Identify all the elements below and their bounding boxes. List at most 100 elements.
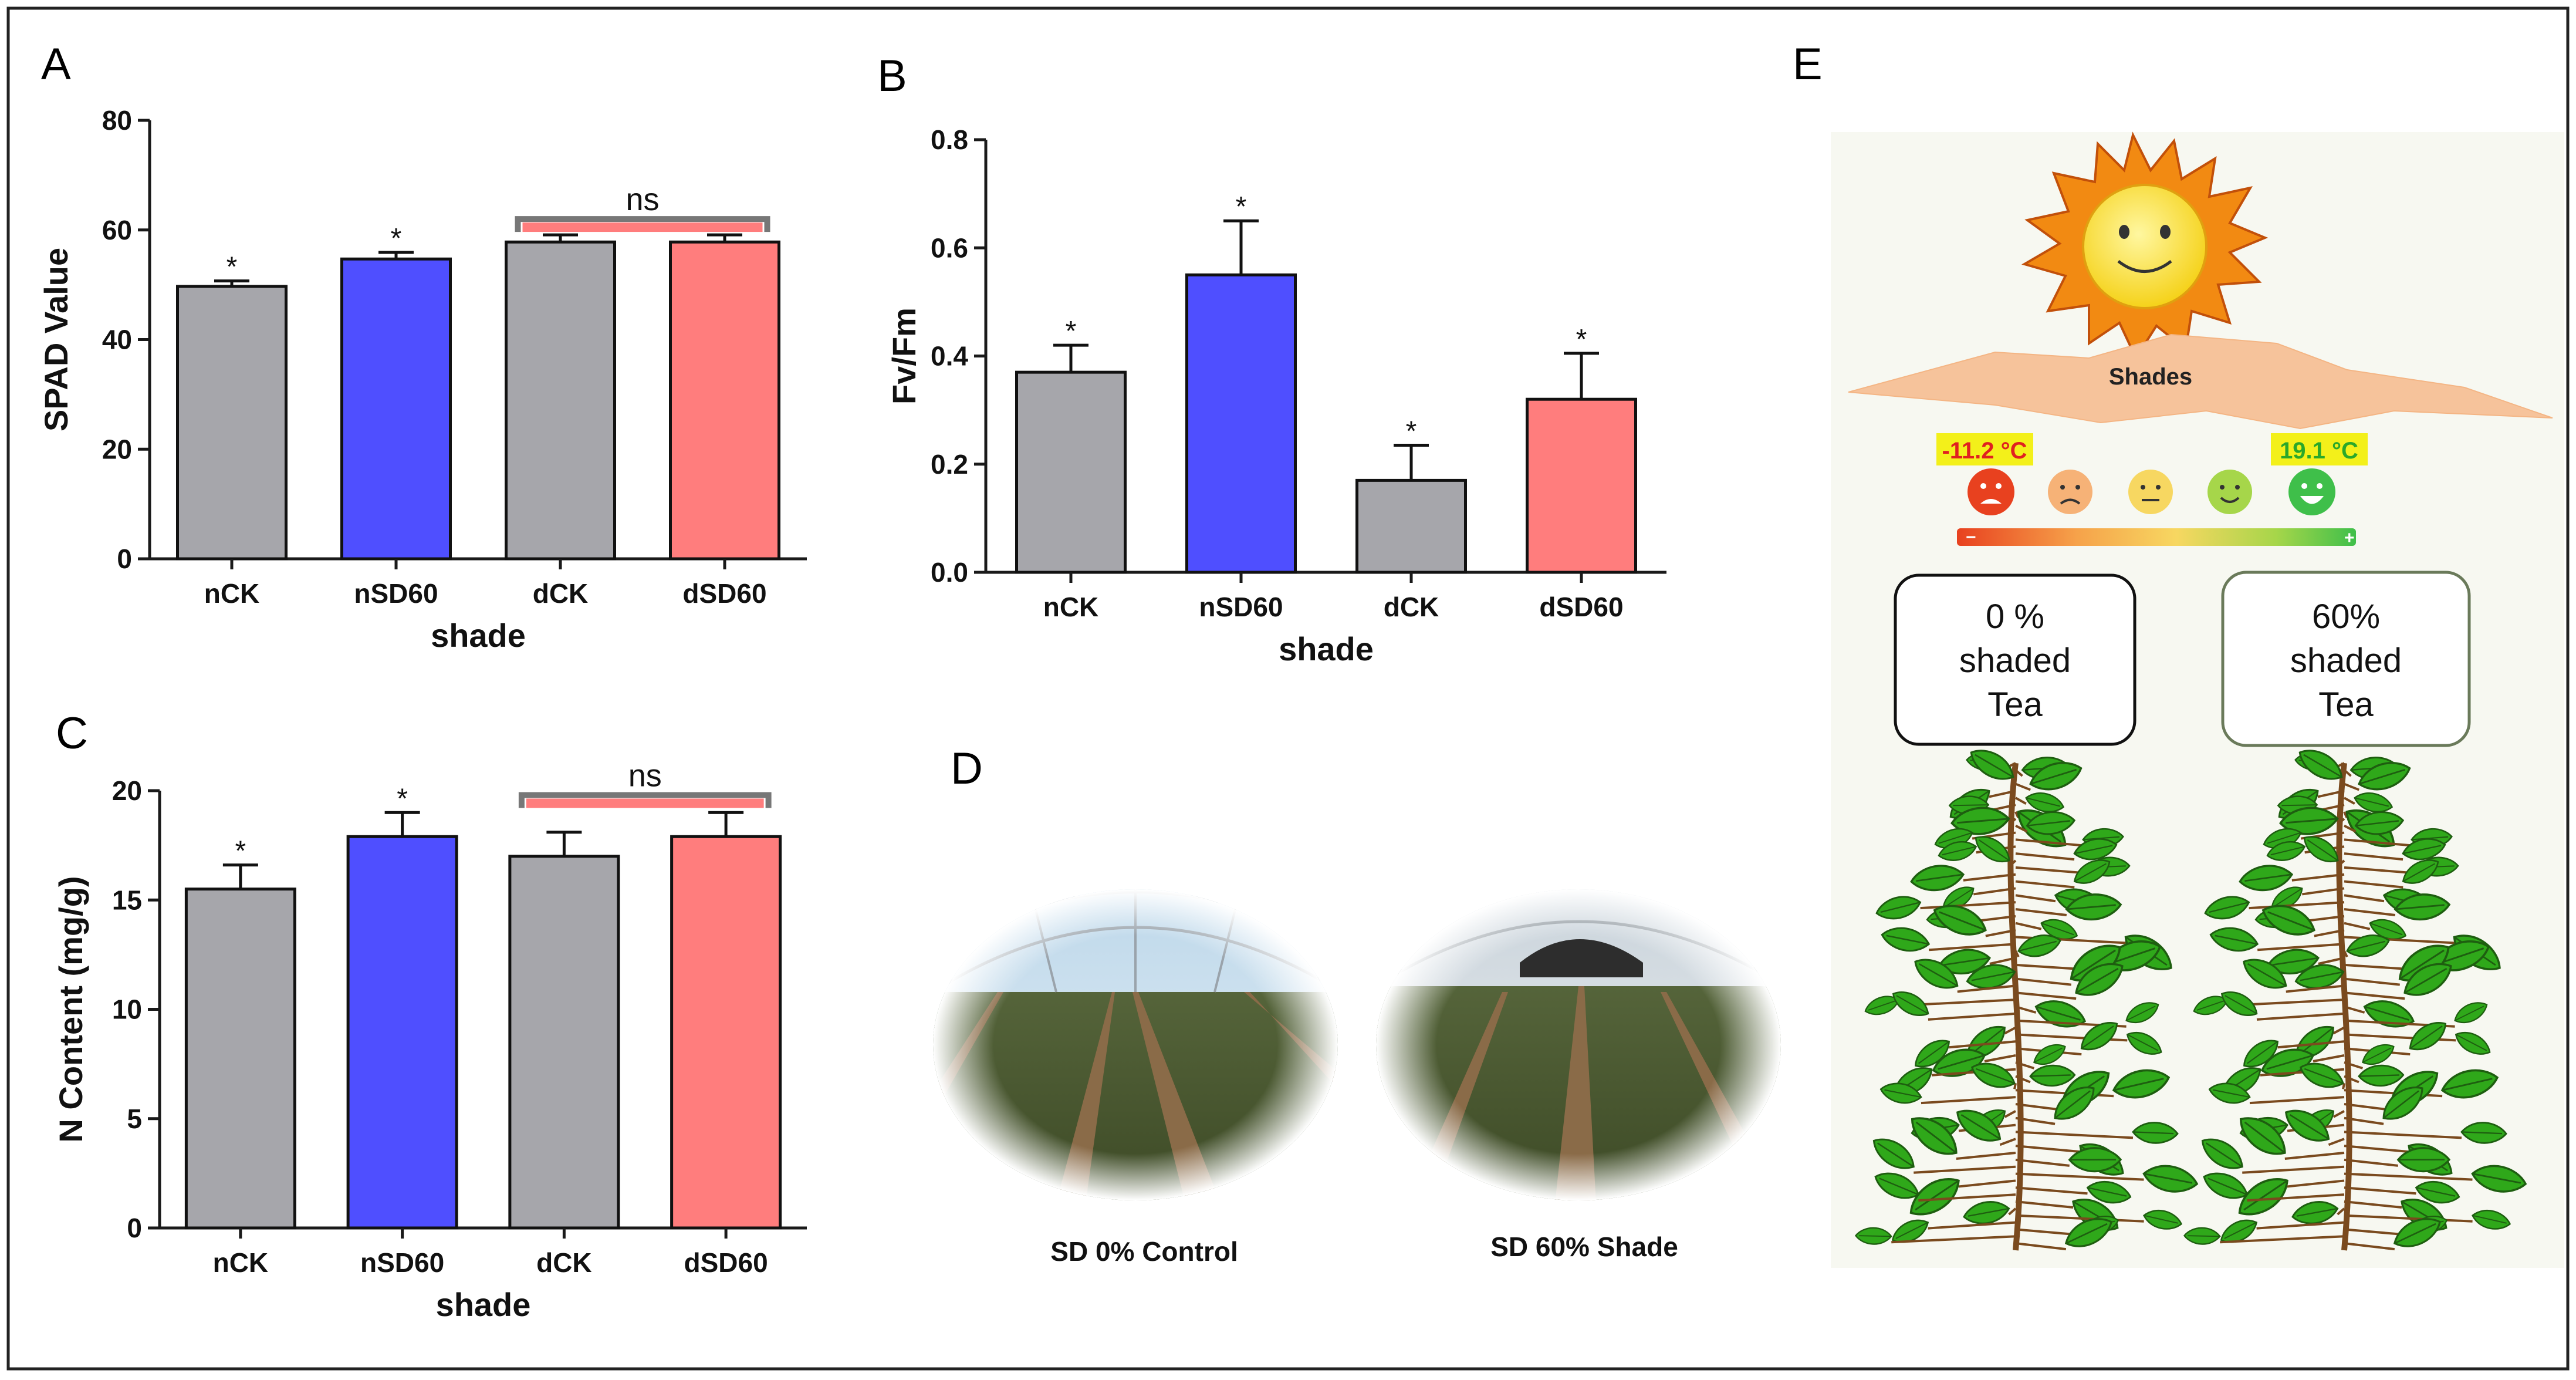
shades-label: Shades <box>2109 364 2192 390</box>
twig <box>2344 1061 2364 1069</box>
twig <box>2344 894 2385 903</box>
twig <box>2287 1179 2345 1188</box>
twig <box>2249 901 2345 910</box>
twig <box>2317 789 2345 798</box>
ns-bracket <box>515 216 770 232</box>
y-tick-label: 10 <box>112 994 142 1025</box>
twig <box>2015 1145 2081 1153</box>
ns-label: ns <box>626 182 659 217</box>
ns-bracket-fill <box>522 222 763 232</box>
significance-marker: * <box>397 783 408 814</box>
twig <box>2015 977 2071 986</box>
twig <box>2332 1026 2345 1035</box>
twig <box>2013 1083 2017 1089</box>
y-axis-title: N Content (mg/g) <box>52 876 89 1142</box>
chart-n-content: 0 5 10 15 20 * nCK * nSD60 dCK dSD60 ns shade N Conte… <box>52 758 807 1323</box>
y-tick-label: 0.4 <box>931 341 968 372</box>
twig <box>2344 852 2403 861</box>
face-warm-icon <box>2207 470 2252 514</box>
twig <box>2008 1207 2017 1216</box>
twig <box>2008 859 2017 868</box>
x-tick-label: dCK <box>536 1247 592 1278</box>
bar-nSD60 <box>1185 273 1297 574</box>
twig <box>2012 776 2017 784</box>
temp-high-label: 19.1 °C <box>2280 438 2358 464</box>
y-tick-label: 40 <box>102 325 132 355</box>
ns-label: ns <box>628 758 662 793</box>
twig <box>2015 852 2075 861</box>
bar-nSD60 <box>346 835 458 1230</box>
twig <box>2344 991 2405 1000</box>
y-tick-label: 80 <box>102 105 132 136</box>
twig <box>2344 1242 2395 1251</box>
box-shaded <box>2221 571 2471 747</box>
bar-nCK <box>176 285 288 561</box>
x-tick-label: dSD60 <box>682 578 766 609</box>
twig <box>1958 1179 2016 1188</box>
y-axis-title: SPAD Value <box>38 248 75 431</box>
twig <box>2343 950 2348 958</box>
twig <box>2015 1075 2031 1084</box>
chart-spad: 0 20 40 60 80 * nCK * nSD60 dCK dSD60 ns shade SPAD V… <box>38 105 807 654</box>
twig <box>2328 1138 2345 1146</box>
twig <box>1999 1138 2016 1146</box>
twig <box>1891 1235 2016 1244</box>
panel-label-b: B <box>877 51 907 101</box>
twig <box>2332 1110 2345 1118</box>
x-axis-title: shade <box>431 617 526 654</box>
panel-label-a: A <box>41 39 71 89</box>
twig <box>2343 811 2348 818</box>
twig <box>2344 1158 2398 1167</box>
shades-banner <box>1848 333 2553 430</box>
twig <box>2344 1186 2416 1195</box>
x-tick-label: dSD60 <box>1539 592 1623 622</box>
twig <box>2015 797 2027 805</box>
twig <box>2301 887 2345 896</box>
x-tick-label: nSD60 <box>360 1247 444 1278</box>
twig <box>2340 776 2345 784</box>
photo-control <box>933 889 1338 1200</box>
figure-border <box>6 6 2570 1371</box>
ns-bracket-fill <box>526 798 764 808</box>
chart-fvfm: 0.0 0.2 0.4 0.6 0.8 * nCK * nSD60 * dCK * dSD60 shade… <box>885 124 1666 667</box>
twig <box>1989 789 2016 798</box>
twig <box>1928 1012 2016 1021</box>
twig <box>1957 984 2016 993</box>
box-shaded-line1: 60% <box>2312 598 2380 636</box>
sun-icon <box>2021 131 2269 361</box>
twig <box>2314 929 2345 937</box>
x-tick-label: dSD60 <box>684 1247 768 1278</box>
twig <box>2344 1006 2365 1014</box>
twig <box>2257 943 2345 952</box>
twig <box>2014 811 2020 818</box>
significance-marker: * <box>1406 416 1417 447</box>
twig <box>2015 838 2084 847</box>
x-tick-label: nCK <box>213 1247 269 1278</box>
ns-bracket <box>518 792 772 808</box>
twig <box>2343 769 2352 777</box>
bar-dCK <box>505 240 616 561</box>
box-unshaded-line2: shaded <box>1959 642 2071 680</box>
tea-plant-unshaded-icon <box>1855 742 2200 1255</box>
twig <box>2015 824 2028 833</box>
twig <box>2004 1110 2016 1118</box>
temp-low-label: -11.2 °C <box>1942 438 2027 464</box>
y-tick-label: 0.8 <box>931 124 968 155</box>
y-tick-label: 0 <box>117 544 132 574</box>
twig <box>2337 818 2345 826</box>
bar-nCK <box>1015 370 1127 574</box>
twig <box>2008 818 2017 826</box>
twig <box>2013 971 2017 979</box>
twig <box>1920 901 2016 910</box>
photo-shade <box>1376 889 1781 1200</box>
twig <box>1918 1193 2016 1202</box>
box-shaded-line3: Tea <box>2318 686 2374 724</box>
x-tick-label: nCK <box>204 578 260 609</box>
temp-high-badge <box>2271 433 2368 465</box>
twig <box>2014 769 2023 777</box>
twig <box>1989 957 2016 965</box>
y-tick-label: 60 <box>102 215 132 245</box>
box-unshaded-line1: 0 % <box>1986 598 2044 636</box>
twig <box>2015 1006 2037 1014</box>
photo-caption-control: SD 0% Control <box>1050 1236 1238 1267</box>
